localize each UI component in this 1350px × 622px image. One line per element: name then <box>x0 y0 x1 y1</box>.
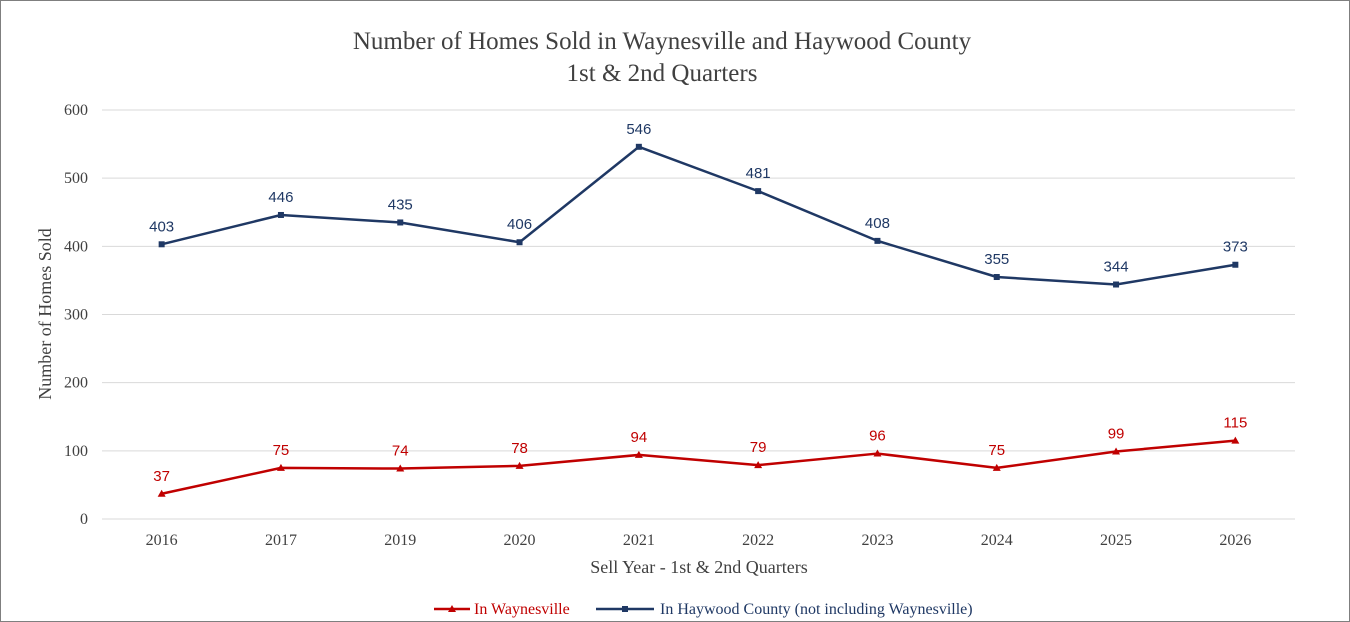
series-2-point-2017 <box>277 211 284 218</box>
series-1-point-2025 <box>1112 447 1121 455</box>
series-2-point-2026 <box>1232 261 1239 268</box>
legend-series-1-marker <box>448 605 456 612</box>
series-2-data-label-2023: 408 <box>865 215 890 232</box>
series-1-data-label-2017: 75 <box>273 442 290 459</box>
series-2-data-label-2019: 435 <box>388 196 413 213</box>
series-1-point-2016 <box>157 489 166 497</box>
y-tick-label-100: 100 <box>64 443 88 460</box>
series-1-point-2026 <box>1231 436 1240 444</box>
x-axis-ticks: 2016 2017 2019 2020 2021 2022 2023 2024 2025 2026 <box>146 532 1252 549</box>
series-1-data-label-2019: 74 <box>392 443 409 460</box>
series-1-data-label-2022: 79 <box>750 439 767 456</box>
series-1-data-label-2026: 115 <box>1223 415 1247 432</box>
series-2-data-label-2026: 373 <box>1223 239 1248 256</box>
series-2-data-label-2022: 481 <box>746 165 771 182</box>
series-2-data-label-2020: 406 <box>507 216 532 233</box>
x-tick-label-2023: 2023 <box>861 532 893 549</box>
series-2-data-label-2025: 344 <box>1104 259 1129 276</box>
x-tick-label-2021: 2021 <box>623 532 655 549</box>
series-2-point-2021 <box>635 143 642 150</box>
x-tick-label-2020: 2020 <box>504 532 536 549</box>
series-1-data-label-2023: 96 <box>869 428 886 445</box>
gridlines <box>102 109 1295 520</box>
x-tick-label-2017: 2017 <box>265 532 297 549</box>
series-2-point-2025 <box>1113 281 1120 288</box>
series-1-point-2017 <box>276 463 285 471</box>
series-2-point-2022 <box>755 188 762 195</box>
series-2: 403 446 435 406 546 481 408 355 344 373 <box>149 121 1248 288</box>
y-tick-label-500: 500 <box>64 170 88 187</box>
legend-series-1-label: In Waynesville <box>474 601 570 618</box>
x-tick-label-2026: 2026 <box>1219 532 1251 549</box>
series-1-data-label-2025: 99 <box>1108 426 1125 443</box>
series-1-point-2023 <box>873 449 882 457</box>
series-2-point-2016 <box>158 241 165 248</box>
y-axis-ticks: 0 100 200 300 400 500 600 <box>64 102 88 528</box>
y-tick-label-200: 200 <box>64 375 88 392</box>
x-tick-label-2025: 2025 <box>1100 532 1132 549</box>
legend-series-2-marker <box>622 606 628 612</box>
series-1-point-2019 <box>396 464 405 472</box>
series-2-data-label-2021: 546 <box>626 121 651 138</box>
series-2-point-2023 <box>874 237 881 244</box>
series-1-data-label-2024: 75 <box>988 442 1005 459</box>
x-tick-label-2024: 2024 <box>981 532 1013 549</box>
series-2-point-2020 <box>516 239 523 246</box>
series-1-point-2024 <box>992 463 1001 471</box>
x-axis-label: Sell Year - 1st & 2nd Quarters <box>590 557 807 577</box>
series-1-data-label-2021: 94 <box>631 429 648 446</box>
x-tick-label-2022: 2022 <box>742 532 774 549</box>
y-tick-label-600: 600 <box>64 102 88 119</box>
series-1-point-2022 <box>754 461 763 469</box>
legend: In Waynesville In Haywood County (not inc… <box>434 601 973 618</box>
series-1-point-2021 <box>634 450 643 458</box>
series-2-line <box>161 145 1236 286</box>
legend-series-2-label: In Haywood County (not including Waynesv… <box>660 601 973 618</box>
series-1: 37 75 74 78 94 79 96 75 99 115 <box>153 415 1247 497</box>
series-2-data-label-2016: 403 <box>149 218 174 235</box>
series-1-data-label-2020: 78 <box>511 440 528 457</box>
chart-subtitle: 1st & 2nd Quarters <box>567 60 758 87</box>
series-2-point-2019 <box>397 219 404 226</box>
series-1-line <box>161 439 1236 495</box>
y-axis-label: Number of Homes Sold <box>35 228 55 399</box>
series-2-data-label-2024: 355 <box>984 251 1009 268</box>
series-2-data-label-2017: 446 <box>268 189 293 206</box>
y-tick-label-300: 300 <box>64 307 88 324</box>
chart-title: Number of Homes Sold in Waynesville and … <box>353 28 972 55</box>
y-tick-label-0: 0 <box>80 511 88 528</box>
x-tick-label-2019: 2019 <box>384 532 416 549</box>
series-1-data-label-2016: 37 <box>153 468 170 485</box>
x-tick-label-2016: 2016 <box>146 532 178 549</box>
series-2-point-2024 <box>993 274 1000 281</box>
series-1-point-2020 <box>515 461 524 469</box>
y-tick-label-400: 400 <box>64 238 88 255</box>
